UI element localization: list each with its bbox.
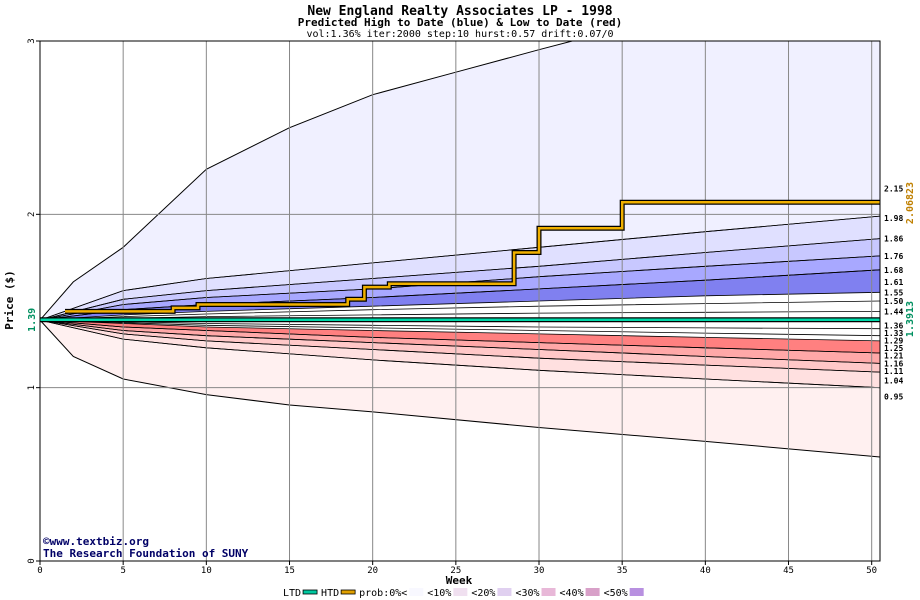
low-band-1 — [40, 320, 880, 388]
x-tick-label-40: 40 — [700, 566, 711, 576]
right-label-8: 1.44 — [884, 307, 903, 316]
right-label-15: 1.11 — [884, 367, 903, 376]
probability-bands — [40, 41, 880, 457]
credit-organization: The Research Foundation of SUNY — [43, 547, 249, 560]
legend-swatch-3 — [453, 588, 468, 596]
legend-label-6: <40% — [560, 588, 584, 599]
legend-label-7: <50% — [604, 588, 628, 599]
x-tick-label-35: 35 — [617, 566, 628, 576]
legend-label-2: prob:0%< — [359, 588, 407, 599]
y-axis-label: Price ($) — [3, 270, 16, 330]
x-tick-label-20: 20 — [367, 566, 378, 576]
low-band-2 — [40, 320, 880, 373]
low-band-4 — [40, 320, 880, 353]
htd-line — [65, 200, 880, 313]
legend-swatch-2 — [409, 588, 424, 596]
legend-swatch-1 — [340, 589, 356, 595]
right-label-1: 1.98 — [884, 214, 903, 223]
x-tick-label-30: 30 — [534, 566, 545, 576]
x-tick-label-25: 25 — [450, 566, 461, 576]
current-price-right-label: 1.3913 — [905, 301, 916, 337]
high-band-upper-line-0 — [39, 40, 880, 321]
right-label-0: 2.15 — [884, 184, 903, 193]
x-tick-label-50: 50 — [866, 566, 877, 576]
right-label-11: 1.29 — [884, 336, 903, 345]
high-band-0 — [40, 41, 880, 321]
right-label-13: 1.21 — [884, 352, 903, 361]
low-band-0 — [40, 320, 880, 457]
series-lines — [40, 199, 880, 323]
right-labels: 2.15 1.98 1.86 1.76 1.68 1.611.551.501.44 1.36… — [884, 184, 903, 401]
right-label-17: 0.95 — [884, 392, 903, 401]
legend-label-3: <10% — [427, 588, 451, 599]
chart-subtitle: Predicted High to Date (blue) & Low to D… — [298, 16, 623, 29]
x-tick-label-5: 5 — [120, 566, 125, 576]
chart-params: vol:1.36% iter:2000 step:10 hurst:0.57 d… — [306, 29, 613, 40]
credit-website: ©www.textbiz.org — [43, 535, 149, 548]
legend-swatch-0 — [302, 589, 318, 595]
high-band-1 — [40, 216, 880, 321]
plot-frame — [39, 40, 881, 562]
legend-label-4: <20% — [471, 588, 495, 599]
legend-label-1: HTD — [321, 588, 339, 599]
y-tick-label-0: 0 — [27, 558, 37, 563]
right-label-4: 1.68 — [884, 266, 903, 275]
x-ticks: 0 5 10 15 20 25 30 35 40 45 50 — [37, 561, 877, 576]
legend-label-0: LTD — [283, 588, 301, 599]
y-tick-label-2: 2 — [27, 212, 37, 217]
legend-swatch-6 — [585, 588, 600, 596]
legend-label-5: <30% — [515, 588, 539, 599]
x-tick-label-45: 45 — [783, 566, 794, 576]
right-label-12: 1.25 — [884, 344, 903, 353]
legend-swatch-7 — [629, 588, 644, 596]
low-band-3 — [40, 320, 880, 364]
right-label-3: 1.76 — [884, 252, 903, 261]
right-label-5: 1.61 — [884, 278, 903, 287]
x-tick-label-10: 10 — [201, 566, 212, 576]
right-label-6: 1.55 — [884, 288, 903, 297]
legend: LTD HTD prob:0%< <10% <20% <30% <40% <50% — [283, 588, 644, 599]
chart-title: New England Realty Associates LP - 1998 — [307, 4, 612, 19]
htd-final-label: 2.06823 — [905, 182, 916, 224]
high-band-2 — [40, 238, 880, 321]
right-label-16: 1.04 — [884, 377, 903, 386]
high-band-3 — [40, 255, 880, 321]
right-label-9: 1.36 — [884, 321, 903, 330]
right-label-2: 1.86 — [884, 235, 903, 244]
y-tick-label-1: 1 — [27, 385, 37, 390]
right-label-7: 1.50 — [884, 297, 903, 306]
right-label-14: 1.16 — [884, 359, 903, 368]
legend-swatch-4 — [497, 588, 512, 596]
right-label-10: 1.33 — [884, 329, 903, 338]
x-tick-label-0: 0 — [37, 566, 42, 576]
y-ticks: 0 1 2 3 — [27, 38, 40, 564]
legend-swatch-5 — [541, 588, 556, 596]
current-price-label: 1.39 — [27, 308, 38, 332]
y-tick-label-3: 3 — [27, 38, 37, 43]
x-axis-label: Week — [446, 574, 473, 587]
x-tick-label-15: 15 — [284, 566, 295, 576]
